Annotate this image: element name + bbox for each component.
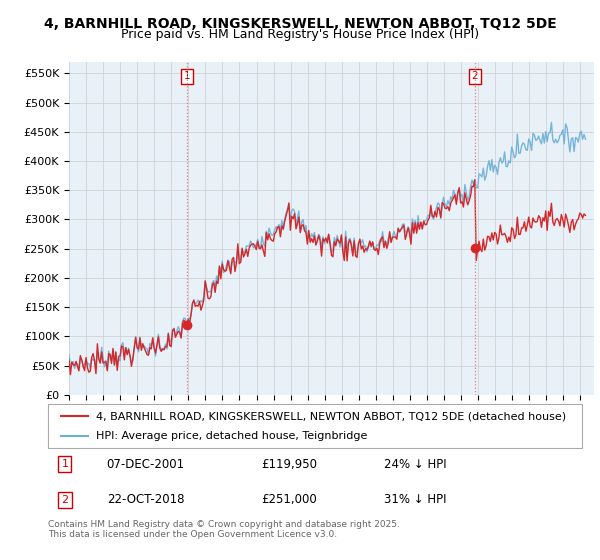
Text: Contains HM Land Registry data © Crown copyright and database right 2025.
This d: Contains HM Land Registry data © Crown c… [48,520,400,539]
Text: 24% ↓ HPI: 24% ↓ HPI [385,458,447,471]
Text: 4, BARNHILL ROAD, KINGSKERSWELL, NEWTON ABBOT, TQ12 5DE: 4, BARNHILL ROAD, KINGSKERSWELL, NEWTON … [44,17,556,31]
Text: £119,950: £119,950 [262,458,317,471]
Text: HPI: Average price, detached house, Teignbridge: HPI: Average price, detached house, Teig… [96,431,367,441]
Text: 4, BARNHILL ROAD, KINGSKERSWELL, NEWTON ABBOT, TQ12 5DE (detached house): 4, BARNHILL ROAD, KINGSKERSWELL, NEWTON … [96,411,566,421]
FancyBboxPatch shape [48,404,582,448]
Text: 1: 1 [184,71,190,81]
Text: 2: 2 [472,71,478,81]
Text: 2: 2 [61,495,68,505]
Text: Price paid vs. HM Land Registry's House Price Index (HPI): Price paid vs. HM Land Registry's House … [121,28,479,41]
Text: £251,000: £251,000 [262,493,317,506]
Text: 1: 1 [61,459,68,469]
Text: 07-DEC-2001: 07-DEC-2001 [107,458,185,471]
Text: 31% ↓ HPI: 31% ↓ HPI [385,493,447,506]
Text: 22-OCT-2018: 22-OCT-2018 [107,493,184,506]
